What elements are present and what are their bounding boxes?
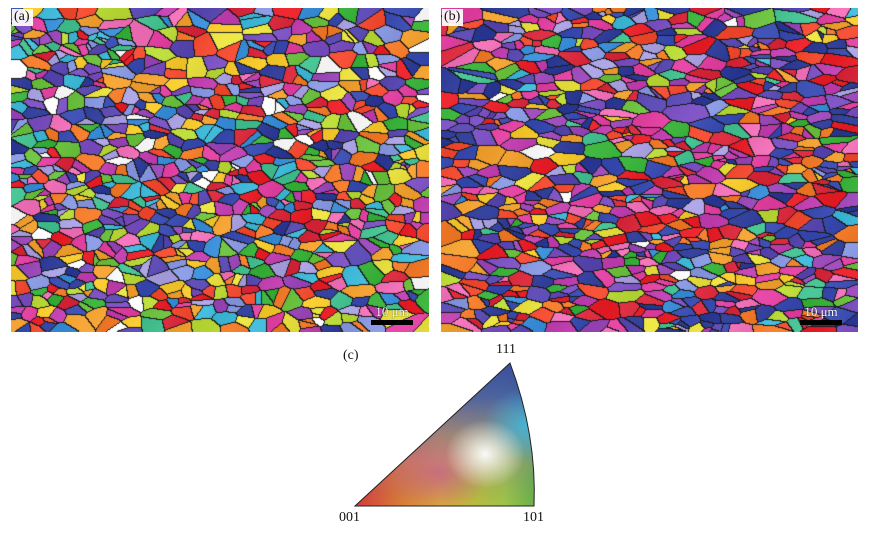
ipf-corner-111: 111	[496, 342, 516, 357]
scale-bar-line-a	[371, 320, 413, 325]
scale-bar-label-b: 10 μm	[804, 304, 838, 319]
scale-bar-a: 10 μm	[369, 305, 415, 327]
orientation-map-image-a	[11, 8, 429, 332]
scale-bar-line-b	[800, 320, 842, 325]
ipf-corner-001: 001	[339, 510, 360, 525]
ebsd-map-a: (a) 10 μm	[11, 8, 429, 332]
ebsd-map-b: (b) 10 μm	[441, 8, 858, 332]
ipf-triangle-outline	[353, 362, 535, 507]
color-key-label: (c)	[343, 348, 359, 363]
orientation-map-image-b	[441, 8, 858, 332]
ipf-corner-101: 101	[523, 510, 544, 525]
scale-bar-b: 10 μm	[798, 305, 844, 327]
scale-bar-label-a: 10 μm	[375, 304, 409, 319]
inverse-pole-figure-key	[353, 362, 535, 507]
panel-label-b: (b)	[442, 9, 464, 26]
panel-label-a: (a)	[12, 9, 33, 26]
ipf-color-gradient	[355, 363, 535, 506]
